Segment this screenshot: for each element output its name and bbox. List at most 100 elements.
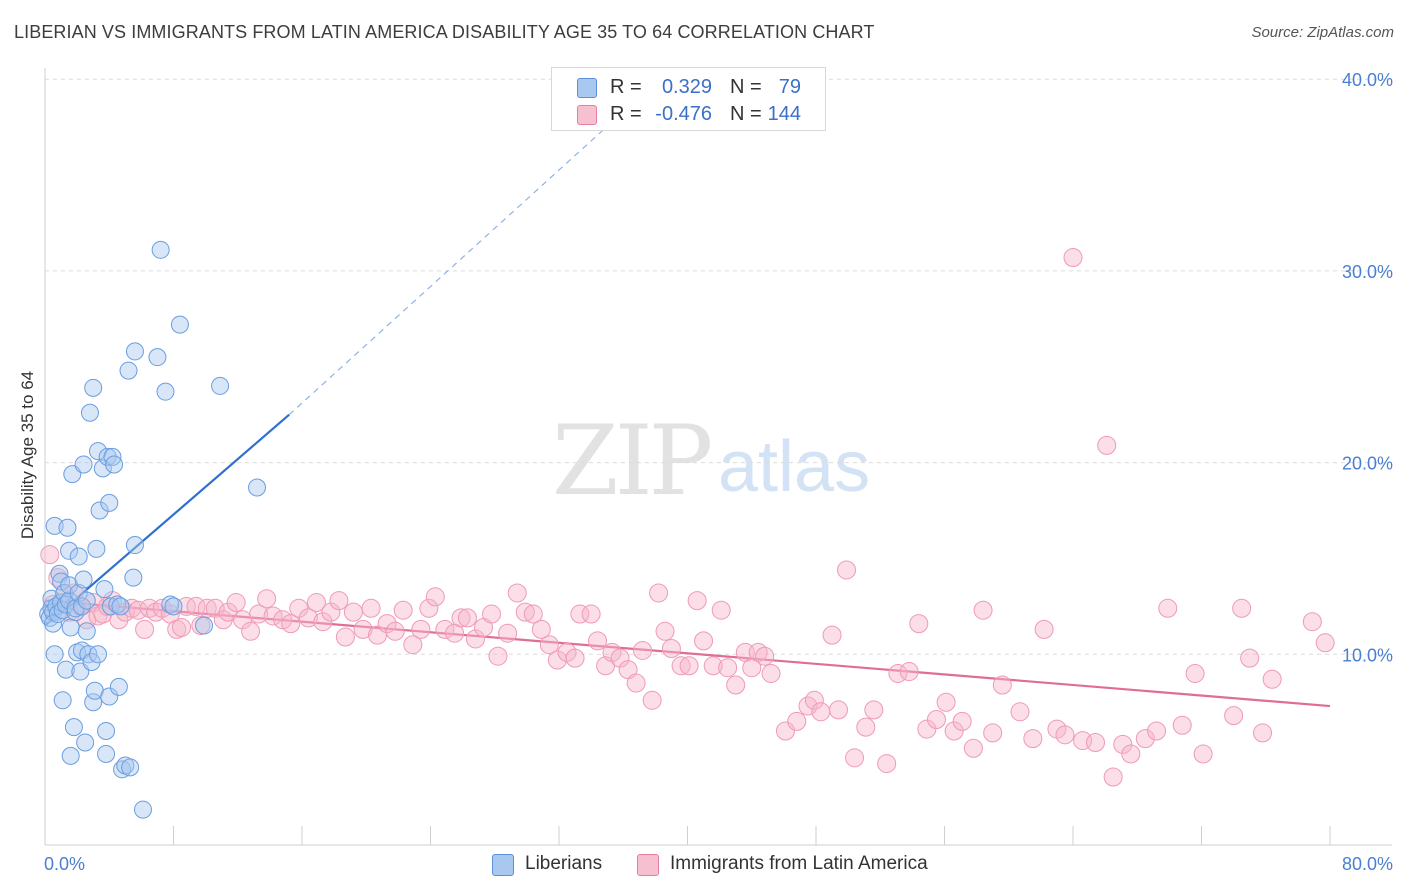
latin-america-point bbox=[787, 711, 807, 731]
source-credit: Source: ZipAtlas.com bbox=[1251, 24, 1394, 41]
latin-america-point bbox=[523, 604, 543, 624]
liberian-point bbox=[170, 315, 189, 334]
latin-america-point bbox=[837, 560, 857, 580]
latin-america-point bbox=[703, 656, 723, 676]
latin-america-point bbox=[1121, 744, 1141, 764]
latin-america-point bbox=[329, 591, 349, 611]
series-legend: Liberians Immigrants from Latin America bbox=[0, 852, 1406, 878]
latin-america-point bbox=[176, 596, 196, 616]
latin-america-point bbox=[451, 608, 471, 628]
latin-america-point bbox=[321, 602, 341, 622]
liberian-point bbox=[74, 455, 93, 474]
latin-america-point bbox=[531, 619, 551, 639]
stats-legend: R = 0.329 N = 79 R = -0.476 N = 144 bbox=[551, 67, 826, 131]
latin-america-point bbox=[1315, 633, 1335, 653]
latin-america-point bbox=[811, 702, 831, 722]
latin-america-point bbox=[1034, 619, 1054, 639]
latin-america-point bbox=[1158, 598, 1178, 618]
liberian-point bbox=[44, 614, 63, 633]
liberian-point bbox=[97, 721, 116, 740]
latin-america-point bbox=[1240, 648, 1260, 668]
latin-america-point bbox=[1302, 612, 1322, 632]
latin-america-point bbox=[828, 700, 848, 720]
liberian-point bbox=[60, 541, 79, 560]
liberians-swatch bbox=[492, 854, 514, 876]
latin-america-point bbox=[435, 619, 455, 639]
latin-america-point bbox=[1055, 725, 1075, 745]
gridlines bbox=[45, 78, 1392, 655]
latin-america-point bbox=[539, 635, 559, 655]
latin-america-swatch bbox=[637, 854, 659, 876]
latin-america-point bbox=[1147, 721, 1167, 741]
latin-america-point bbox=[899, 662, 919, 682]
liberian-point bbox=[108, 595, 127, 614]
latin-america-point bbox=[425, 587, 445, 607]
liberian-point bbox=[64, 718, 83, 737]
liberian-point bbox=[100, 687, 119, 706]
liberian-point bbox=[133, 800, 152, 819]
stats-row-latin-america: R = -0.476 N = 144 bbox=[552, 101, 825, 129]
liberian-point bbox=[84, 378, 103, 397]
liberian-point bbox=[125, 342, 144, 361]
liberian-point bbox=[80, 403, 99, 422]
y-axis-label: Disability Age 35 to 64 bbox=[18, 371, 37, 539]
latin-america-point bbox=[1085, 732, 1105, 752]
latin-america-point bbox=[226, 593, 246, 613]
latin-america-point bbox=[694, 631, 714, 651]
latin-america-point bbox=[109, 610, 129, 630]
latin-america-point bbox=[1023, 729, 1043, 749]
liberian-point bbox=[50, 564, 69, 583]
latin-america-point bbox=[610, 648, 630, 668]
latin-america-point bbox=[1232, 598, 1252, 618]
latin-america-point bbox=[671, 656, 691, 676]
latin-america-point bbox=[718, 658, 738, 678]
latin-america-point bbox=[281, 614, 301, 634]
latin-america-point bbox=[1185, 663, 1205, 683]
liberian-point bbox=[93, 459, 112, 478]
liberian-point bbox=[105, 455, 124, 474]
liberian-point bbox=[69, 547, 88, 566]
latin-america-point bbox=[804, 690, 824, 710]
tick-labels: 10.0% 20.0% 30.0% 40.0% 0.0% 80.0% bbox=[44, 70, 1393, 874]
latin-america-point bbox=[411, 619, 431, 639]
latin-america-point bbox=[298, 608, 318, 628]
latin-america-point bbox=[917, 719, 937, 739]
liberian-point bbox=[248, 478, 267, 497]
liberian-points bbox=[39, 240, 267, 819]
latin-america-point bbox=[482, 604, 502, 624]
liberian-point bbox=[56, 660, 75, 679]
liberian-point bbox=[53, 691, 72, 710]
latin-america-point bbox=[361, 598, 381, 618]
latin-america-point bbox=[343, 602, 363, 622]
latin-america-point bbox=[588, 631, 608, 651]
liberian-point bbox=[195, 616, 214, 635]
latin-america-point bbox=[1063, 247, 1083, 267]
latin-america-point bbox=[761, 663, 781, 683]
axes bbox=[44, 68, 1392, 846]
liberian-point bbox=[84, 693, 103, 712]
latin-america-point bbox=[241, 621, 261, 641]
y-tick-label: 40.0% bbox=[1342, 70, 1393, 90]
latin-america-point bbox=[822, 625, 842, 645]
latin-america-point bbox=[172, 617, 192, 637]
latin-america-point bbox=[353, 619, 373, 639]
liberian-point bbox=[164, 597, 183, 616]
x-tick-label: 80.0% bbox=[1342, 854, 1393, 874]
n-label: N = bbox=[730, 76, 762, 98]
liberian-point bbox=[121, 758, 140, 777]
liberian-point bbox=[95, 580, 114, 599]
latin-america-point bbox=[726, 675, 746, 695]
latin-america-point bbox=[1010, 702, 1030, 722]
latin-america-point bbox=[633, 640, 653, 660]
liberian-point bbox=[61, 618, 80, 637]
latin-america-point bbox=[263, 606, 283, 626]
r-label: R = bbox=[610, 103, 642, 125]
trend-lines bbox=[44, 111, 1331, 708]
latin-america-point bbox=[973, 600, 993, 620]
liberian-point bbox=[109, 677, 128, 696]
latin-america-point bbox=[40, 545, 60, 565]
latin-america-point bbox=[507, 583, 527, 603]
liberian-point bbox=[124, 568, 143, 587]
liberian-point bbox=[77, 622, 96, 641]
